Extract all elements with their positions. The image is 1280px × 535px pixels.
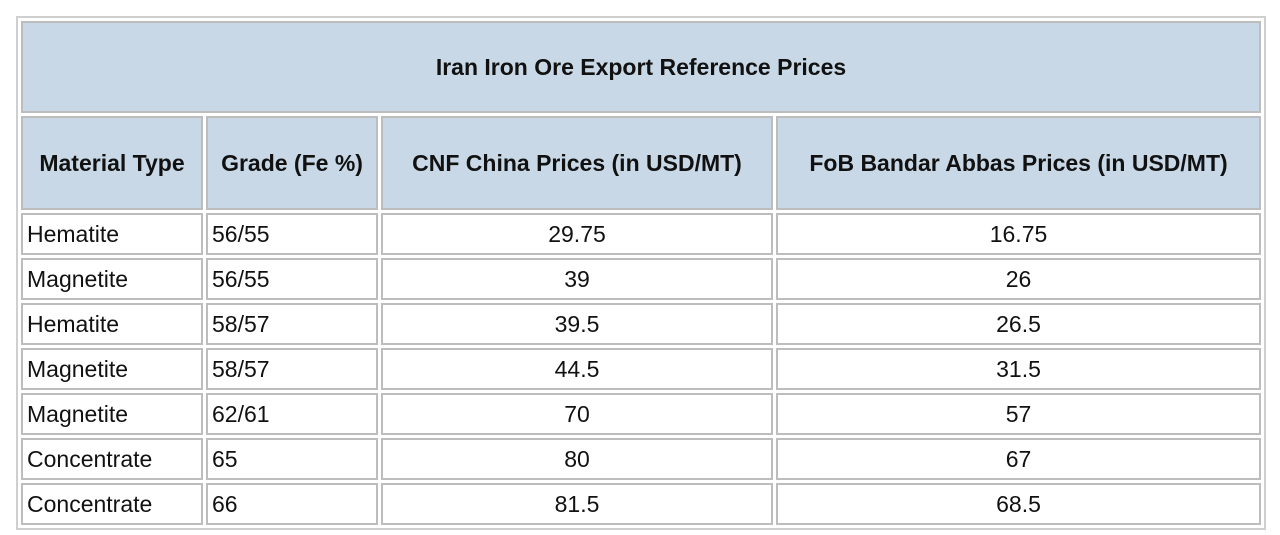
data-row: Magnetite 58/57 44.5 31.5 xyxy=(21,348,1261,390)
column-header: Grade (Fe %) xyxy=(206,116,378,210)
table-cell: 31.5 xyxy=(776,348,1261,390)
table-cell: Concentrate xyxy=(21,483,203,525)
price-table: Iran Iron Ore Export Reference Prices Ma… xyxy=(16,16,1266,530)
table-cell: Hematite xyxy=(21,303,203,345)
table-cell: 56/55 xyxy=(206,213,378,255)
table-cell: 44.5 xyxy=(381,348,773,390)
table-cell: 29.75 xyxy=(381,213,773,255)
data-row: Magnetite 56/55 39 26 xyxy=(21,258,1261,300)
column-header: FoB Bandar Abbas Prices (in USD/MT) xyxy=(776,116,1261,210)
data-row: Magnetite 62/61 70 57 xyxy=(21,393,1261,435)
table-cell: 62/61 xyxy=(206,393,378,435)
table-cell: 81.5 xyxy=(381,483,773,525)
data-row: Hematite 56/55 29.75 16.75 xyxy=(21,213,1261,255)
table-cell: 66 xyxy=(206,483,378,525)
table-cell: Concentrate xyxy=(21,438,203,480)
table-cell: 26.5 xyxy=(776,303,1261,345)
data-row: Concentrate 65 80 67 xyxy=(21,438,1261,480)
table-cell: 58/57 xyxy=(206,348,378,390)
table-cell: 56/55 xyxy=(206,258,378,300)
table-cell: 57 xyxy=(776,393,1261,435)
table-title: Iran Iron Ore Export Reference Prices xyxy=(21,21,1261,113)
table-cell: 39.5 xyxy=(381,303,773,345)
table-cell: Magnetite xyxy=(21,393,203,435)
table-cell: 26 xyxy=(776,258,1261,300)
table-cell: Magnetite xyxy=(21,348,203,390)
table-body: Iran Iron Ore Export Reference Prices Ma… xyxy=(21,21,1261,525)
table-cell: 16.75 xyxy=(776,213,1261,255)
table-cell: 58/57 xyxy=(206,303,378,345)
title-row: Iran Iron Ore Export Reference Prices xyxy=(21,21,1261,113)
table-cell: Hematite xyxy=(21,213,203,255)
table-cell: 68.5 xyxy=(776,483,1261,525)
column-header: Material Type xyxy=(21,116,203,210)
column-header: CNF China Prices (in USD/MT) xyxy=(381,116,773,210)
table-cell: Magnetite xyxy=(21,258,203,300)
table-cell: 39 xyxy=(381,258,773,300)
table-cell: 70 xyxy=(381,393,773,435)
table-cell: 67 xyxy=(776,438,1261,480)
header-row: Material Type Grade (Fe %) CNF China Price… xyxy=(21,116,1261,210)
data-row: Concentrate 66 81.5 68.5 xyxy=(21,483,1261,525)
table-cell: 65 xyxy=(206,438,378,480)
table-cell: 80 xyxy=(381,438,773,480)
data-row: Hematite 58/57 39.5 26.5 xyxy=(21,303,1261,345)
